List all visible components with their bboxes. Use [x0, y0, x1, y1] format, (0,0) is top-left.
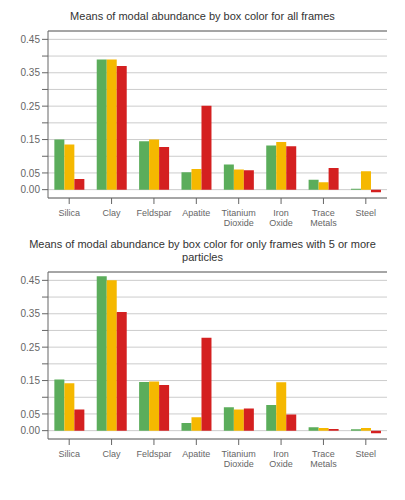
svg-text:IronOxide: IronOxide: [269, 208, 293, 228]
svg-text:0.05: 0.05: [21, 409, 41, 420]
html-text:Means of modal abundance by bo: Means of modal abundance by box color fo…: [29, 238, 376, 263]
svg-text:0.25: 0.25: [21, 101, 41, 112]
svg-text:Clay: Clay: [103, 449, 122, 459]
svg-text:0.45: 0.45: [21, 275, 41, 286]
svg-text:0.45: 0.45: [21, 34, 41, 45]
svg-text:Clay: Clay: [103, 208, 122, 218]
svg-text:Silica: Silica: [58, 208, 80, 218]
svg-text:0.15: 0.15: [21, 375, 41, 386]
svg-text:Steel: Steel: [356, 208, 377, 218]
svg-text:0.00: 0.00: [21, 184, 41, 195]
svg-text:0.35: 0.35: [21, 67, 41, 78]
svg-text:TitaniumDioxide: TitaniumDioxide: [222, 449, 256, 469]
svg-text:Apatite: Apatite: [182, 449, 210, 459]
svg-text:TraceMetals: TraceMetals: [310, 208, 337, 228]
svg-text:Steel: Steel: [356, 449, 377, 459]
svg-text:Feldspar: Feldspar: [136, 208, 171, 218]
svg-text:IronOxide: IronOxide: [269, 449, 293, 469]
svg-text:0.35: 0.35: [21, 308, 41, 319]
svg-text:TraceMetals: TraceMetals: [310, 449, 337, 469]
svg-text:Apatite: Apatite: [182, 208, 210, 218]
svg-text:0.15: 0.15: [21, 134, 41, 145]
html-text:Means of modal abundance by bo: Means of modal abundance by box color fo…: [70, 10, 335, 22]
svg-text:TitaniumDioxide: TitaniumDioxide: [222, 208, 256, 228]
svg-text:Feldspar: Feldspar: [136, 449, 171, 459]
svg-text:0.25: 0.25: [21, 342, 41, 353]
svg-text:0.00: 0.00: [21, 425, 41, 436]
svg-text:Silica: Silica: [58, 449, 80, 459]
svg-text:0.05: 0.05: [21, 168, 41, 179]
